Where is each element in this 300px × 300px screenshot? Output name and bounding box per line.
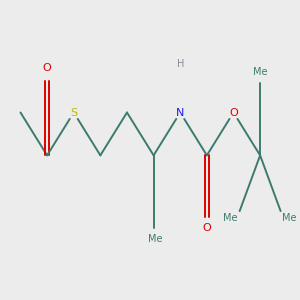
- Text: O: O: [43, 62, 52, 73]
- Text: Me: Me: [253, 67, 267, 77]
- Text: Me: Me: [282, 213, 297, 223]
- Text: N: N: [176, 107, 184, 118]
- Text: O: O: [229, 107, 238, 118]
- Text: Me: Me: [224, 213, 238, 223]
- Text: H: H: [177, 59, 184, 69]
- Text: Me: Me: [148, 234, 163, 244]
- Text: O: O: [202, 223, 211, 233]
- Text: S: S: [70, 107, 77, 118]
